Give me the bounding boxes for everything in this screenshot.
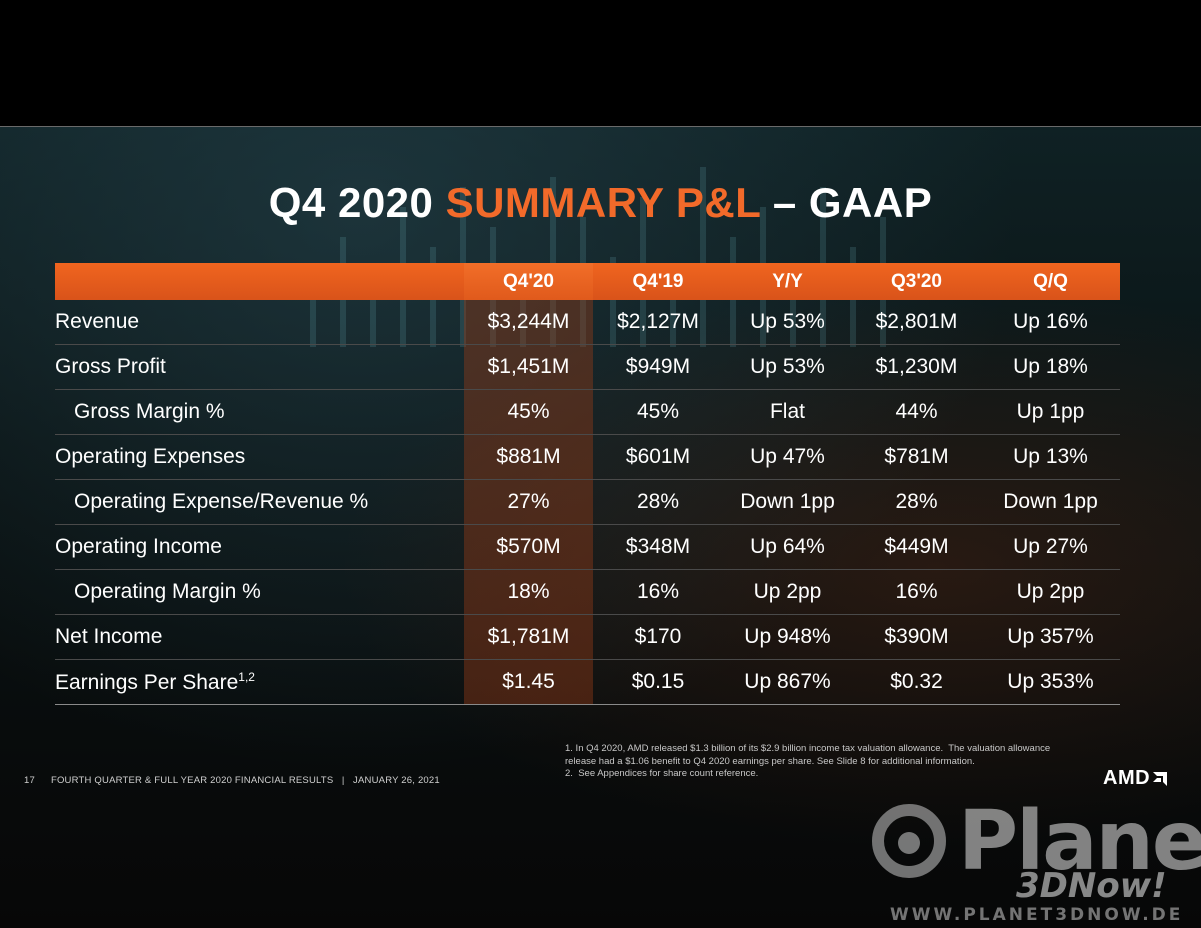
table-row: Operating Income $570M $348M Up 64% $449… <box>55 524 1120 570</box>
table-cell: Up 867% <box>723 659 852 705</box>
table-cell: Up 64% <box>723 524 852 570</box>
row-label: Gross Profit <box>55 344 464 390</box>
table-cell: 45% <box>593 389 723 435</box>
table-cell: Down 1pp <box>981 479 1120 525</box>
header-cell: Q3'20 <box>852 263 981 300</box>
table-cell: Up 18% <box>981 344 1120 390</box>
header-cell: Q4'19 <box>593 263 723 300</box>
table-row: Operating Expenses $881M $601M Up 47% $7… <box>55 434 1120 480</box>
table-cell: $949M <box>593 344 723 390</box>
table-cell: Flat <box>723 389 852 435</box>
table-cell: $1.45 <box>464 659 593 705</box>
table-cell: Up 1pp <box>981 389 1120 435</box>
table-row: Earnings Per Share1,2 $1.45 $0.15 Up 867… <box>55 659 1120 705</box>
table-cell: 44% <box>852 389 981 435</box>
table-cell: 18% <box>464 569 593 615</box>
header-cell <box>55 263 464 300</box>
table-cell: 28% <box>593 479 723 525</box>
header-cell: Q4'20 <box>464 263 593 300</box>
watermark-name: Planet <box>958 794 1201 889</box>
table-cell: $449M <box>852 524 981 570</box>
table-cell: 28% <box>852 479 981 525</box>
table-cell: $1,781M <box>464 614 593 660</box>
table-cell: Up 2pp <box>723 569 852 615</box>
row-label: Revenue <box>55 300 464 345</box>
footnote-2: 2. See Appendices for share count refere… <box>565 768 759 779</box>
watermark-circle-icon <box>872 804 946 878</box>
table-cell: $781M <box>852 434 981 480</box>
row-label: Gross Margin % <box>55 389 464 435</box>
table-cell: $1,230M <box>852 344 981 390</box>
top-black-bar <box>0 0 1201 127</box>
table-cell: $881M <box>464 434 593 480</box>
row-label: Operating Expenses <box>55 434 464 480</box>
amd-logo-text: AMD <box>1103 767 1151 789</box>
row-label: Operating Income <box>55 524 464 570</box>
amd-arrow-icon <box>1153 771 1168 786</box>
table-row: Gross Margin % 45% 45% Flat 44% Up 1pp <box>55 389 1120 435</box>
table-cell: $2,801M <box>852 300 981 345</box>
table-cell: $348M <box>593 524 723 570</box>
table-cell: $3,244M <box>464 300 593 345</box>
table-cell: Up 47% <box>723 434 852 480</box>
planet3dnow-watermark: Planet 3DNow! WWW.PLANET3DNOW.DE <box>868 794 1201 927</box>
table-cell: Up 53% <box>723 300 852 345</box>
watermark-url: WWW.PLANET3DNOW.DE <box>890 905 1184 925</box>
table-row: Revenue $3,244M $2,127M Up 53% $2,801M U… <box>55 300 1120 345</box>
table-cell: 16% <box>593 569 723 615</box>
header-cell: Q/Q <box>981 263 1120 300</box>
title-suffix: – GAAP <box>760 179 933 226</box>
table-row: Gross Profit $1,451M $949M Up 53% $1,230… <box>55 344 1120 390</box>
table-cell: Up 948% <box>723 614 852 660</box>
table-cell: $0.15 <box>593 659 723 705</box>
table-cell: Up 357% <box>981 614 1120 660</box>
footer-text: FOURTH QUARTER & FULL YEAR 2020 FINANCIA… <box>50 775 440 786</box>
table-cell: 27% <box>464 479 593 525</box>
footnote-reference: 1,2 <box>238 669 255 684</box>
row-label: Operating Expense/Revenue % <box>55 479 464 525</box>
row-label: Net Income <box>55 614 464 660</box>
table-cell: 45% <box>464 389 593 435</box>
row-label: Operating Margin % <box>55 569 464 615</box>
table-cell: $170 <box>593 614 723 660</box>
table-cell: $601M <box>593 434 723 480</box>
table-cell: Up 353% <box>981 659 1120 705</box>
table-cell: Down 1pp <box>723 479 852 525</box>
table-cell: Up 27% <box>981 524 1120 570</box>
title-prefix: Q4 2020 <box>268 179 446 226</box>
table-cell: $570M <box>464 524 593 570</box>
row-label-text: Earnings Per Share <box>55 670 239 694</box>
table-cell: $1,451M <box>464 344 593 390</box>
amd-logo: AMD <box>1103 767 1168 790</box>
table-row: Operating Expense/Revenue % 27% 28% Down… <box>55 479 1120 525</box>
slide: Q4 2020 SUMMARY P&L – GAAP Q4'20 Q4'19 Y… <box>0 127 1201 928</box>
table-row: Operating Margin % 18% 16% Up 2pp 16% Up… <box>55 569 1120 615</box>
table-cell: Up 53% <box>723 344 852 390</box>
table-header-row: Q4'20 Q4'19 Y/Y Q3'20 Q/Q <box>55 263 1120 300</box>
table-cell: Up 16% <box>981 300 1120 345</box>
table-cell: $2,127M <box>593 300 723 345</box>
table-cell: Up 2pp <box>981 569 1120 615</box>
footnote-1: 1. In Q4 2020, AMD released $1.3 billion… <box>565 743 1053 767</box>
slide-title: Q4 2020 SUMMARY P&L – GAAP <box>0 179 1201 227</box>
footer: 17 FOURTH QUARTER & FULL YEAR 2020 FINANC… <box>24 775 440 786</box>
header-cell: Y/Y <box>723 263 852 300</box>
table-row: Net Income $1,781M $170 Up 948% $390M Up… <box>55 614 1120 660</box>
summary-pl-table: Q4'20 Q4'19 Y/Y Q3'20 Q/Q Revenue $3,244… <box>55 263 1120 705</box>
table-cell: 16% <box>852 569 981 615</box>
table-cell: $390M <box>852 614 981 660</box>
table-cell: Up 13% <box>981 434 1120 480</box>
watermark-sub: 3DNow! <box>1016 866 1167 906</box>
footnotes: 1. In Q4 2020, AMD released $1.3 billion… <box>565 743 1065 781</box>
row-label: Earnings Per Share1,2 <box>55 659 464 705</box>
page-number: 17 <box>24 775 35 786</box>
title-accent: SUMMARY P&L <box>445 179 761 226</box>
table-cell: $0.32 <box>852 659 981 705</box>
